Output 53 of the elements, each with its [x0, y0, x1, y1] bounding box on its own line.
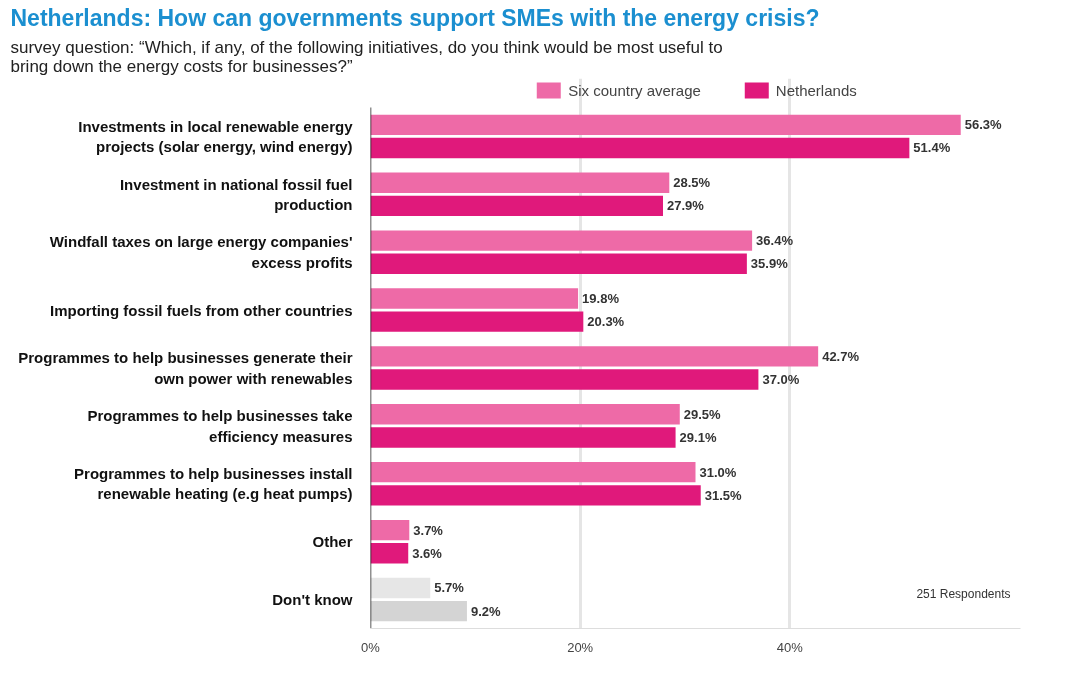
bar	[370, 543, 409, 564]
y-tick-label: Programmes to help businesses take efficiency measures	[87, 407, 353, 445]
chart-subtitle: survey question: “Which, if any, of the following initiatives, do you think would be most useful to bring down the energy costs for businesses?”	[10, 37, 723, 76]
y-tick-label: Don't know	[272, 591, 353, 609]
data-label: 56.3%	[964, 117, 1003, 133]
bar	[370, 369, 759, 390]
bar	[370, 404, 680, 425]
y-tick-label: Programmes to help businesses install renewable heating (e.g heat pumps)	[74, 465, 353, 503]
bar	[370, 253, 747, 274]
data-label: 31.0%	[699, 464, 737, 480]
bar	[370, 311, 584, 332]
x-tick-label: 40%	[776, 639, 804, 655]
data-label: 31.5%	[704, 487, 743, 503]
bar	[370, 600, 467, 622]
y-tick-label: Investment in national fossil fuel production	[119, 175, 353, 213]
bar	[370, 461, 696, 483]
annotation: 251 Respondents	[916, 586, 1011, 601]
legend-label: Netherlands	[775, 81, 857, 99]
bar	[370, 114, 961, 136]
bar	[370, 427, 676, 448]
bar	[370, 195, 663, 217]
y-tick-label: Windfall taxes on large energy companies' excess profits	[49, 233, 353, 271]
bar	[370, 137, 910, 159]
data-label: 20.3%	[587, 314, 625, 330]
data-label: 29.1%	[679, 429, 717, 445]
data-label: 51.4%	[913, 140, 951, 156]
data-label: 28.5%	[673, 175, 711, 191]
y-tick-label: Investments in local renewable energy projects (solar energy, wind energy)	[78, 117, 354, 156]
data-label: 36.4%	[756, 233, 794, 249]
legend-label: Six country average	[568, 81, 701, 99]
data-label: 3.7%	[413, 522, 444, 538]
data-label: 3.6%	[412, 545, 443, 561]
data-label: 9.2%	[470, 603, 502, 619]
y-tick-label: Programmes to help businesses generate their own power with renewables	[18, 349, 353, 387]
chart-title: Netherlands: How can governments support SMEs with the energy crisis?	[10, 4, 820, 31]
data-label: 29.5%	[683, 406, 722, 422]
data-label: 42.7%	[822, 348, 860, 364]
data-label: 27.9%	[667, 198, 705, 214]
data-label: 19.8%	[582, 291, 620, 306]
bar	[370, 519, 410, 541]
bar	[370, 230, 753, 251]
data-label: 5.7%	[434, 580, 465, 596]
bar	[370, 485, 701, 506]
data-label: 37.0%	[762, 372, 800, 388]
x-tick-label: 0%	[361, 639, 381, 655]
data-label: 35.9%	[750, 256, 789, 272]
y-tick-label: Importing fossil fuels from other countries	[49, 301, 353, 319]
bar	[370, 577, 431, 599]
bar	[370, 346, 819, 367]
bar	[370, 172, 670, 193]
x-tick-label: 20%	[567, 639, 594, 655]
y-tick-label: Other	[312, 533, 353, 551]
bar	[370, 288, 579, 309]
